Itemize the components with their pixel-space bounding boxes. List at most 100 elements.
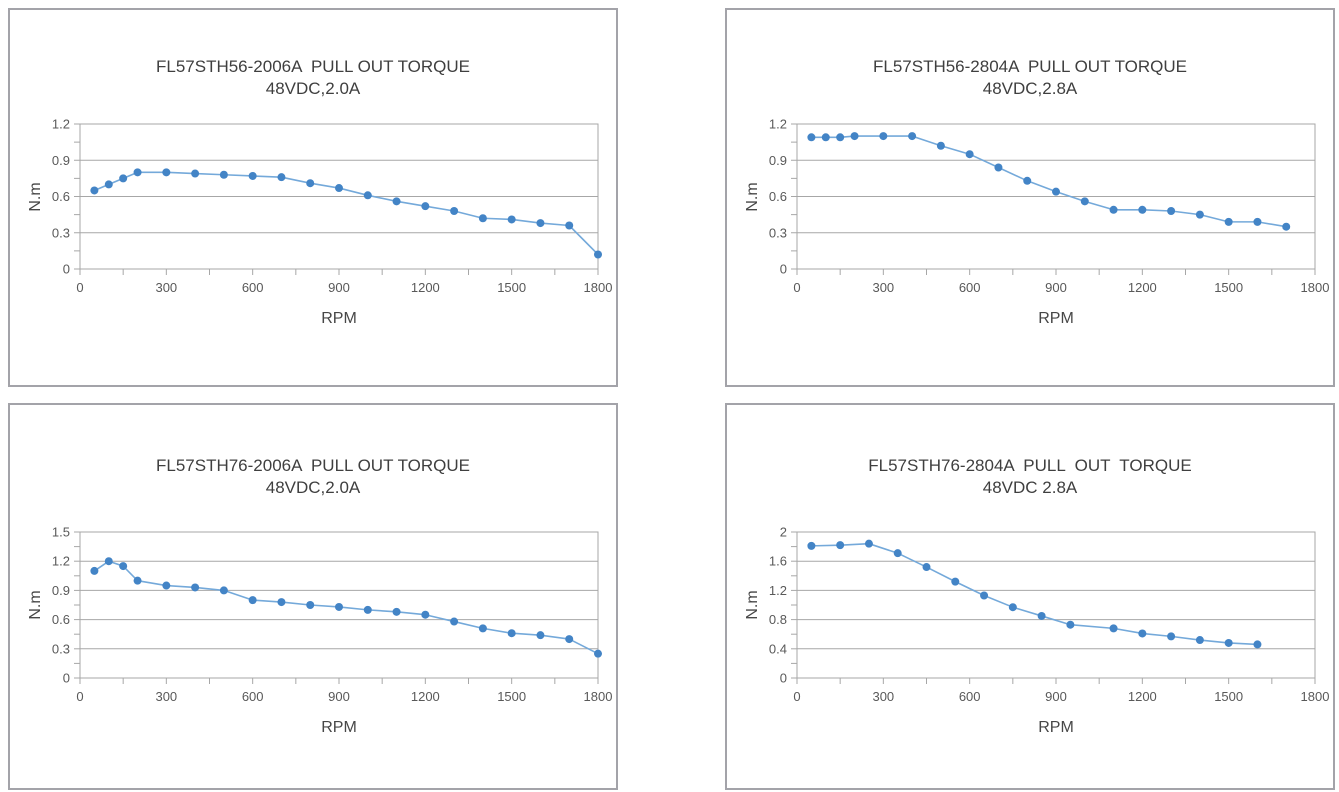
- x-tick-label: 0: [793, 280, 800, 295]
- data-point: [277, 173, 286, 182]
- y-tick-label: 0.3: [52, 641, 70, 656]
- chart-title-line1: FL57STH56-2006A PULL OUT TORQUE: [156, 57, 470, 76]
- data-point: [191, 169, 200, 178]
- y-tick-label: 1.5: [52, 525, 70, 540]
- y-axis-label: N.m: [744, 182, 761, 211]
- y-tick-label: 0.6: [52, 189, 70, 204]
- data-point: [478, 214, 487, 223]
- torque-chart-fl57sth76-2006a: FL57STH76-2006A PULL OUT TORQUE 48VDC,2.…: [27, 456, 613, 736]
- data-point: [536, 219, 545, 228]
- data-point: [162, 168, 171, 177]
- data-point: [1253, 217, 1262, 226]
- data-point: [335, 184, 343, 193]
- data-point: [980, 591, 989, 600]
- x-tick-label: 1800: [1301, 280, 1330, 295]
- y-axis-label: N.m: [744, 590, 761, 619]
- data-point: [392, 197, 401, 206]
- data-point: [277, 598, 286, 607]
- y-tick-label: 1.2: [52, 117, 70, 132]
- data-point: [879, 132, 888, 141]
- y-tick-label: 0.9: [52, 583, 70, 598]
- y-tick-label: 0.9: [769, 153, 787, 168]
- data-point: [1138, 629, 1147, 638]
- data-point: [119, 174, 128, 183]
- data-point: [162, 581, 171, 590]
- y-axis-label: N.m: [27, 182, 44, 211]
- x-axis-label: RPM: [321, 310, 357, 327]
- x-tick-label: 1500: [1214, 280, 1243, 295]
- data-point: [893, 549, 902, 558]
- x-tick-label: 600: [242, 689, 264, 704]
- plot-area: 0 300 600 900 1200 1500 1800 0 0.3 0.6 0.9 1.2: [769, 117, 1330, 296]
- x-tick-label: 900: [328, 280, 350, 295]
- x-tick-label: 1200: [411, 280, 440, 295]
- data-point: [1052, 187, 1060, 196]
- data-point: [104, 180, 113, 189]
- data-point: [1195, 636, 1204, 645]
- y-tick-label: 0.3: [52, 225, 70, 240]
- data-point: [1037, 611, 1046, 620]
- data-point: [104, 557, 113, 566]
- y-tick-label: 0: [780, 671, 787, 686]
- y-tick-label: 0.6: [52, 612, 70, 627]
- y-tick-label: 1.2: [769, 117, 787, 132]
- data-point: [90, 186, 99, 195]
- x-tick-label: 0: [76, 280, 83, 295]
- data-point: [1167, 632, 1176, 641]
- data-point: [248, 171, 257, 180]
- data-point: [363, 191, 372, 200]
- y-tick-label: 1.2: [769, 583, 787, 598]
- x-axis-label: RPM: [1038, 310, 1074, 327]
- chart-title-line1: FL57STH76-2804A PULL OUT TORQUE: [868, 456, 1191, 475]
- chart-title-line2: 48VDC 2.8A: [983, 478, 1078, 497]
- chart-title-line2: 48VDC,2.0A: [266, 79, 361, 98]
- x-tick-label: 1500: [1214, 689, 1243, 704]
- x-tick-label: 300: [872, 689, 894, 704]
- y-axis-label: N.m: [27, 590, 44, 619]
- data-point: [335, 602, 343, 611]
- data-point: [936, 141, 945, 150]
- chart-title-line1: FL57STH76-2006A PULL OUT TORQUE: [156, 456, 470, 475]
- data-point: [478, 624, 487, 633]
- data-point: [392, 607, 401, 616]
- data-point: [994, 163, 1003, 172]
- data-point: [807, 541, 816, 550]
- data-point: [421, 202, 430, 211]
- x-tick-label: 300: [155, 689, 177, 704]
- x-tick-label: 1200: [411, 689, 440, 704]
- y-tick-label: 0.4: [769, 641, 787, 656]
- plot-area: 0 300 600 900 1200 1500 1800 0 0.3 0.6 0.9 1.2 1.5: [52, 525, 613, 705]
- data-point: [951, 577, 960, 586]
- x-tick-label: 300: [872, 280, 894, 295]
- data-point: [450, 617, 459, 626]
- data-point: [507, 215, 516, 224]
- torque-chart-fl57sth76-2804a: FL57STH76-2804A PULL OUT TORQUE 48VDC 2.…: [744, 456, 1329, 736]
- data-point: [507, 629, 516, 638]
- x-tick-label: 600: [959, 280, 981, 295]
- data-point: [219, 586, 228, 595]
- data-point: [363, 605, 372, 614]
- data-point: [1023, 176, 1032, 185]
- data-point: [922, 563, 931, 572]
- data-point: [90, 566, 99, 575]
- data-point: [1195, 210, 1204, 219]
- chart-panel-fl57sth56-2804a: FL57STH56-2804A PULL OUT TORQUE 48VDC,2.…: [725, 8, 1335, 387]
- data-point: [850, 132, 859, 141]
- x-tick-label: 1800: [584, 280, 613, 295]
- data-point: [807, 133, 816, 142]
- y-tick-label: 2: [780, 525, 787, 540]
- x-tick-label: 900: [1045, 689, 1067, 704]
- data-point: [421, 610, 430, 619]
- data-point: [594, 649, 602, 658]
- data-point: [119, 562, 128, 571]
- data-point: [191, 583, 200, 592]
- data-point: [1008, 603, 1017, 612]
- data-point: [133, 576, 142, 585]
- data-point: [1138, 205, 1147, 214]
- x-axis-label: RPM: [321, 719, 357, 736]
- y-tick-label: 0.9: [52, 153, 70, 168]
- data-point: [1224, 217, 1233, 226]
- x-tick-label: 600: [959, 689, 981, 704]
- x-tick-label: 0: [793, 689, 800, 704]
